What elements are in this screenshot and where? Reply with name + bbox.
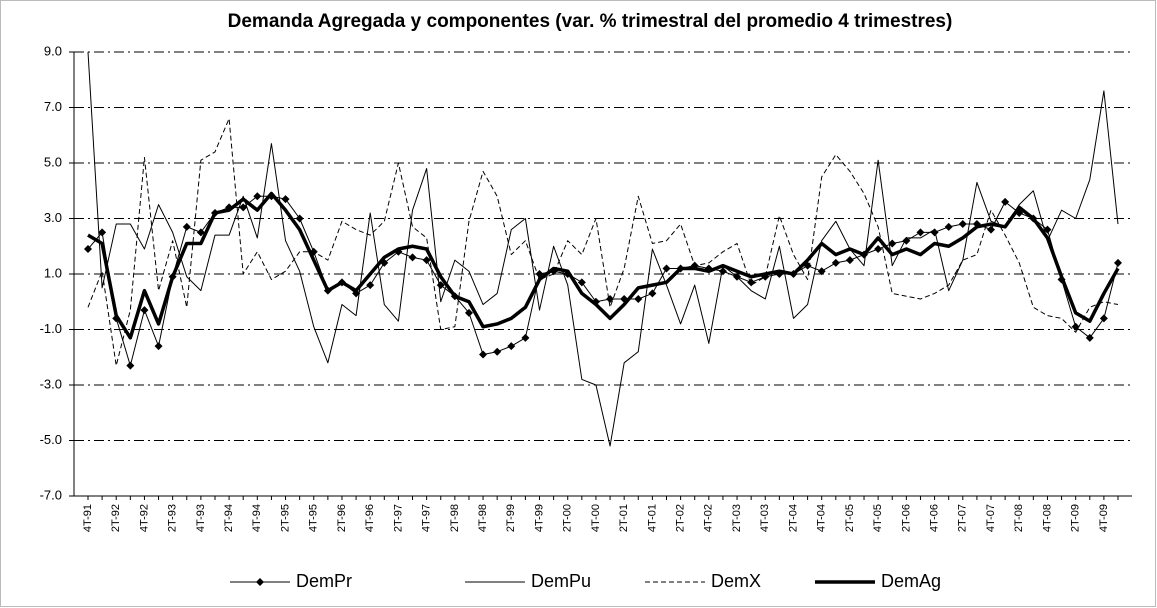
point-marker [140,306,149,315]
point-marker [987,225,996,234]
x-tick-label: 2T-98 [449,504,461,532]
y-tick-label: -3.0 [40,376,62,391]
y-tick-label: -7.0 [40,487,62,502]
point-marker [479,350,488,359]
point-marker [888,239,897,248]
x-tick-label: 2T-92 [110,504,122,532]
x-tick-label: 2T-08 [1013,504,1025,532]
y-tick-label: 5.0 [44,154,62,169]
point-marker [295,214,304,223]
point-marker [126,361,135,370]
y-tick-label: 9.0 [44,43,62,58]
point-marker [408,253,417,262]
x-tick-label: 2T-07 [957,504,969,532]
x-tick-label: 2T-94 [223,504,235,532]
point-marker [1085,333,1094,342]
x-tick-label: 2T-01 [618,504,630,532]
x-tick-label: 2T-96 [336,504,348,532]
point-marker [493,347,502,356]
point-marker [182,222,191,231]
point-marker [422,256,431,265]
x-tick-label: 2T-03 [731,504,743,532]
point-marker [366,281,375,290]
point-marker [521,333,530,342]
point-marker [1001,197,1010,206]
x-tick-label: 2T-97 [392,504,404,532]
point-marker [253,192,262,201]
point-marker [1043,225,1052,234]
legend-label: DemX [711,571,761,591]
x-tick-label: 2T-09 [1070,504,1082,532]
x-tick-label: 4T-93 [195,504,207,532]
x-tick-label: 4T-97 [421,504,433,532]
x-tick-label: 2T-99 [505,504,517,532]
point-marker [239,203,248,212]
y-tick-label: -5.0 [40,432,62,447]
legend-marker [256,578,264,586]
x-tick-label: 4T-94 [251,504,263,532]
legend-label: DemPu [531,571,591,591]
point-marker [916,228,925,237]
point-marker [98,228,107,237]
point-marker [718,267,727,276]
point-marker [944,222,953,231]
series-line [87,51,1119,447]
point-marker [1071,322,1080,331]
x-tick-label: 4T-01 [646,504,658,532]
legend-label: DemPr [296,571,352,591]
x-tick-label: 4T-92 [138,504,150,532]
x-tick-label: 4T-99 [533,504,545,532]
point-marker [1114,258,1122,267]
x-tick-label: 4T-00 [590,504,602,532]
x-tick-label: 2T-06 [900,504,912,532]
y-tick-label: 7.0 [44,99,62,114]
point-marker [507,342,516,351]
point-marker [1099,314,1108,323]
point-marker [874,245,883,254]
x-tick-label: 4T-91 [82,504,94,532]
x-tick-label: 4T-03 [759,504,771,532]
point-marker [817,267,826,276]
x-tick-label: 4T-04 [816,504,828,532]
x-tick-label: 4T-95 [308,504,320,532]
x-tick-label: 2T-95 [279,504,291,532]
x-tick-label: 4T-96 [364,504,376,532]
x-tick-label: 4T-05 [872,504,884,532]
y-tick-label: 3.0 [44,210,62,225]
x-tick-label: 4T-02 [703,504,715,532]
series-line [87,191,1120,340]
point-marker [154,342,163,351]
chart-title: Demanda Agregada y componentes (var. % t… [228,11,953,32]
x-tick-label: 4T-09 [1098,504,1110,532]
point-marker [577,278,586,287]
y-tick-label: -1.0 [40,321,62,336]
x-tick-label: 4T-98 [477,504,489,532]
x-tick-label: 4T-08 [1041,504,1053,532]
point-marker [845,256,854,265]
x-tick-label: 2T-93 [167,504,179,532]
point-marker [831,258,840,267]
x-tick-label: 2T-00 [562,504,574,532]
x-tick-label: 2T-02 [675,504,687,532]
point-marker [662,264,671,273]
point-marker [648,289,657,298]
point-marker [84,245,92,254]
point-marker [958,220,967,229]
point-marker [281,195,290,204]
legend-label: DemAg [881,571,941,591]
x-tick-label: 2T-04 [787,504,799,532]
x-tick-label: 4T-07 [985,504,997,532]
x-tick-label: 2T-05 [844,504,856,532]
series-line [87,118,1119,367]
y-tick-label: 1.0 [44,265,62,280]
point-marker [634,294,643,303]
x-tick-label: 4T-06 [928,504,940,532]
point-marker [464,308,473,317]
point-marker [196,228,205,237]
